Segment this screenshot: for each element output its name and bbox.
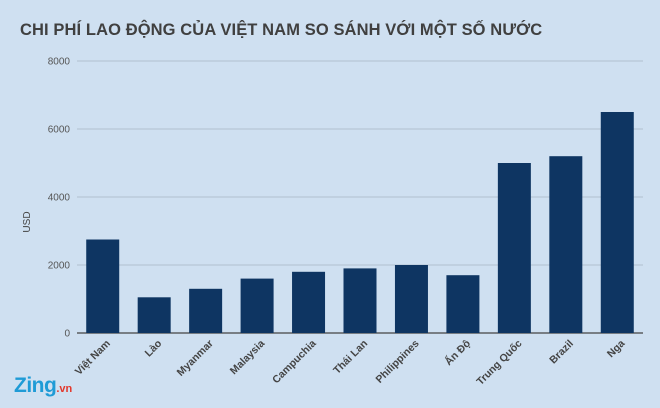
x-tick-label: Lào bbox=[143, 338, 165, 360]
bar bbox=[137, 297, 171, 333]
x-tick-label: Ấn Độ bbox=[442, 337, 473, 368]
x-tick-label: Thái Lan bbox=[331, 338, 370, 377]
x-tick-label: Brazil bbox=[547, 338, 576, 367]
bar bbox=[343, 268, 377, 333]
bar bbox=[292, 271, 326, 333]
zing-logo: Zing.vn bbox=[14, 374, 73, 397]
bars bbox=[86, 112, 634, 333]
x-tick-label: Myanmar bbox=[175, 338, 216, 379]
x-axis-ticks: Việt Nam Lào Myanmar Malaysia Campuchia Thái … bbox=[73, 337, 628, 388]
x-tick-label: Trung Quốc bbox=[474, 338, 524, 388]
bar bbox=[86, 239, 120, 333]
y-tick-label: 0 bbox=[64, 329, 70, 340]
bar bbox=[446, 275, 480, 333]
x-tick-label: Malaysia bbox=[228, 338, 268, 378]
chart-title: CHI PHÍ LAO ĐỘNG CỦA VIỆT NAM SO SÁNH VỚ… bbox=[20, 21, 543, 39]
y-axis-label: USD bbox=[22, 211, 33, 232]
y-tick-label: 6000 bbox=[48, 125, 71, 136]
bar bbox=[394, 265, 428, 333]
y-tick-label: 4000 bbox=[48, 193, 71, 204]
x-tick-label: Philippines bbox=[373, 338, 421, 386]
x-tick-label: Campuchia bbox=[270, 338, 319, 387]
bar bbox=[240, 278, 274, 333]
x-tick-label: Việt Nam bbox=[73, 338, 113, 378]
y-tick-label: 2000 bbox=[48, 261, 71, 272]
x-tick-label: Nga bbox=[605, 338, 628, 361]
bar bbox=[497, 163, 531, 333]
bar bbox=[600, 112, 634, 333]
y-tick-label: 8000 bbox=[48, 57, 71, 68]
y-axis-ticks: 0 2000 4000 6000 8000 bbox=[48, 57, 71, 340]
bar bbox=[549, 156, 583, 333]
bar bbox=[189, 288, 223, 333]
